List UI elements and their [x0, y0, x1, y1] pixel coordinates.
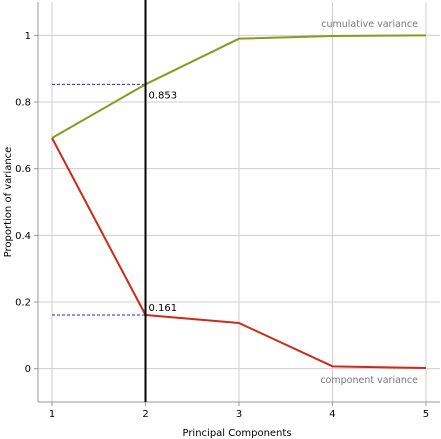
labels: Principal Components Proportion of varia… [3, 19, 429, 439]
x-tick-label: 3 [236, 409, 242, 420]
axes [34, 2, 440, 406]
component-variance-line [51, 137, 426, 369]
value-label-component: 0.161 [149, 303, 178, 314]
guide-lines [52, 83, 146, 316]
x-tick-label: 5 [423, 409, 429, 420]
series-lines [51, 34, 426, 369]
y-tick-label: 0.6 [15, 164, 31, 175]
grid [38, 2, 440, 402]
y-tick-label: 1 [25, 31, 31, 42]
x-axis-title: Principal Components [182, 428, 291, 439]
x-tick-label: 1 [49, 409, 55, 420]
series-label-component-variance: component variance [320, 375, 418, 386]
value-label-cumulative: 0.853 [149, 90, 178, 101]
cumulative-variance-line [51, 34, 426, 139]
y-axis-title: Proportion of variance [3, 147, 14, 258]
x-tick-label: 4 [329, 409, 335, 420]
y-tick-label: 0.4 [15, 231, 31, 242]
y-tick-label: 0 [25, 364, 31, 375]
x-tick-label: 2 [142, 409, 148, 420]
y-tick-label: 0.8 [15, 98, 31, 109]
y-tick-label: 0.2 [15, 298, 31, 309]
series-label-cumulative-variance: cumulative variance [321, 19, 418, 30]
